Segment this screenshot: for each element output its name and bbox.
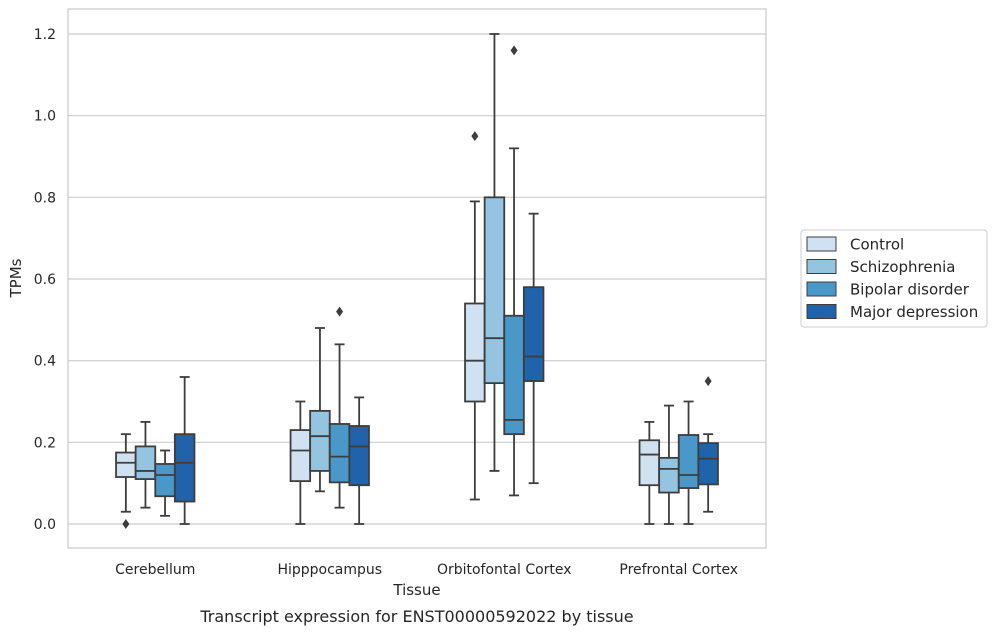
box-schizophrenia [658,404,680,525]
box-control [289,400,312,525]
outlier-point [704,376,712,387]
x-axis-ticks: Cerebellum Hipppocampus Orbitofontal Corte… [115,562,738,578]
box-iqr [503,314,525,436]
box-groups [115,33,719,529]
legend-swatch [806,259,837,274]
y-tick-label: 0.6 [34,272,56,288]
box-major-depression [348,396,370,525]
box-iqr [115,451,137,478]
legend: Control Schizophrenia Bipolar disorder Majo… [800,229,988,328]
box-control [115,433,137,529]
legend-label: Major depression [850,303,978,321]
y-tick-label: 0.4 [34,354,56,370]
box-major-depression [173,376,196,525]
box-iqr [173,433,196,503]
legend-swatch [806,236,837,252]
outlier-point [471,131,479,142]
box-schizophrenia [134,421,157,509]
box-iqr [134,445,157,480]
legend-label: Schizophrenia [850,258,955,276]
legend-frame [800,229,988,328]
x-axis-label: Tissue [392,581,440,599]
box-schizophrenia [483,33,506,472]
chart-caption: Transcript expression for ENST0000059202… [199,607,633,626]
box-iqr [289,429,312,483]
box-bipolar-disorder [154,449,176,517]
box-bipolar-disorder [677,400,700,525]
y-tick-label: 0.2 [34,435,56,451]
y-tick-label: 0.8 [34,190,56,206]
legend-label: Bipolar disorder [850,281,970,299]
box-major-depression [522,212,545,485]
box-iqr [328,423,351,484]
box-iqr [483,196,506,385]
y-tick-label: 1.2 [34,27,56,43]
y-tick-label: 0.0 [34,517,56,533]
x-tick-label: Orbitofontal Cortex [437,562,572,578]
box-control [638,421,661,525]
box-iqr [309,409,331,472]
y-axis-label: TPMs [7,258,25,298]
box-bipolar-disorder [503,45,525,497]
box-schizophrenia [309,327,331,493]
box-iqr [522,286,545,382]
legend-swatch [806,304,837,319]
box-iqr [677,434,700,489]
outlier-point [122,519,130,529]
outlier-point [510,45,518,56]
grid-lines [68,33,766,525]
plot-area-frame [67,8,767,549]
legend-swatch [806,281,837,297]
x-tick-label: Hipppocampus [277,562,382,578]
y-axis-ticks: 0.0 0.2 0.4 0.6 0.8 1.0 1.2 [34,27,56,533]
outlier-point [336,306,344,317]
box-iqr [638,439,661,487]
box-iqr [697,442,719,486]
box-control [464,131,486,501]
x-tick-label: Prefrontal Cortex [619,562,738,578]
box-bipolar-disorder [328,306,351,509]
y-tick-label: 1.0 [34,109,56,125]
box-iqr [658,456,680,494]
legend-label: Control [850,236,904,254]
box-iqr [154,463,176,498]
box-iqr [348,425,370,487]
box-major-depression [697,376,719,513]
x-tick-label: Cerebellum [115,562,195,578]
box-iqr [464,302,486,403]
